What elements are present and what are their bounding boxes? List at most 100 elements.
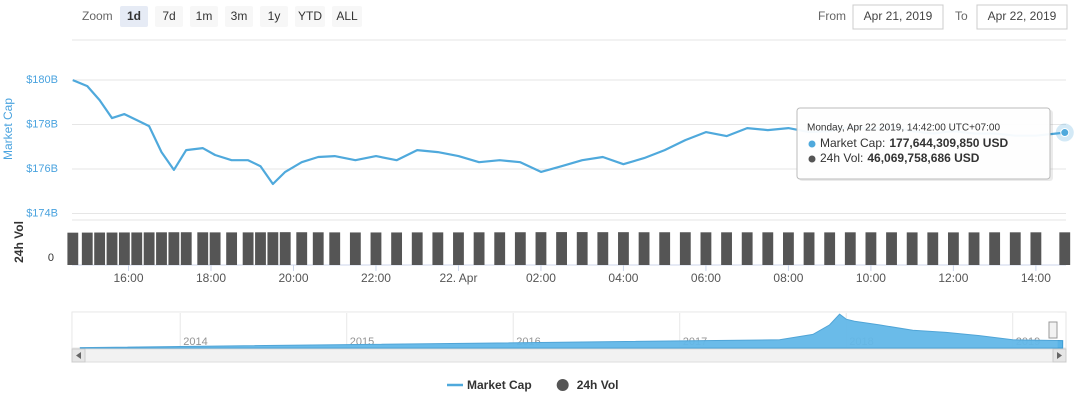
tooltip-dot [808,155,816,163]
tooltip-value: 177,644,309,850 USD [889,136,1008,150]
volume-bar [535,232,547,265]
range-button[interactable] [295,6,325,27]
range-button[interactable] [155,6,183,27]
x-tick-label: 02:00 [526,271,556,285]
from-date[interactable]: Apr 21, 2019 [864,9,933,23]
legend-marker [556,379,569,391]
to-date[interactable]: Apr 22, 2019 [988,9,1057,23]
range-button-label[interactable]: 1y [268,9,281,23]
volume-bar [803,232,815,265]
range-button[interactable] [225,6,253,27]
volume-bar [618,232,629,265]
navigator[interactable]: 201420152016201720182019 [72,312,1064,349]
volume-bar [329,232,341,265]
volume-bar [370,232,382,265]
from-label: From [818,9,846,23]
x-tick-label: 06:00 [691,271,721,285]
tooltip-title: Monday, Apr 22 2019, 14:42:00 UTC+07:00 [807,123,1000,134]
volume-bar [143,232,155,265]
y-tick-label: $174B [26,207,58,219]
volume-bar [741,232,753,265]
volume-bar [242,232,254,265]
volume-bar [556,232,567,265]
y2-tick-label: 0 [48,252,54,264]
legend-label[interactable]: Market Cap [467,378,532,392]
navigator-mask [72,312,1058,348]
x-tick-label: 04:00 [608,271,638,285]
x-tick-label: 12:00 [938,271,968,285]
volume-bar [1030,232,1042,265]
x-tick-label: 16:00 [113,271,143,285]
x-axis: 16:00 18:00 20:00 22:00 22. Apr 02:00 04:00 06:… [113,265,1051,285]
volume-bar [156,232,167,265]
to-input[interactable] [976,4,1068,30]
y-axis: $174B $176B $178B $180B 0 [26,74,58,264]
range-button-label[interactable]: 1m [196,9,213,23]
volume-bar [824,232,836,265]
x-tick-label: 10:00 [856,271,886,285]
volume-bar [81,232,93,265]
volume-bar [473,232,485,265]
volume-bar [197,232,209,265]
volume-bar [391,232,403,265]
tooltip-box [796,107,1051,180]
volume-bar [209,232,221,265]
volume-bar [267,232,279,265]
y-axis-title: Market Cap [1,98,15,160]
hover-point [1060,128,1070,138]
volume-bar [296,232,308,265]
volume-bar [226,232,238,265]
range-button-label[interactable]: 3m [231,9,248,23]
tooltip: Monday, Apr 22 2019, 14:42:00 UTC+07:00 M… [796,107,1053,181]
volume-bar [312,232,324,265]
y-tick-label: $180B [26,74,58,86]
range-button-label[interactable]: ALL [336,9,358,23]
volume-bar [349,232,361,265]
x-tick-label: 18:00 [196,271,226,285]
volume-bar [721,232,732,265]
volume-bar [597,232,609,265]
plot-area [67,79,1074,265]
range-button[interactable] [120,6,148,27]
navigator-handle[interactable] [1048,321,1058,339]
tooltip-label: 24h Vol: [820,151,863,165]
volume-bar [131,232,143,265]
volume-bar [118,232,130,265]
volume-bar [844,232,856,265]
legend: Market Cap 24h Vol [447,378,618,392]
from-input[interactable] [852,4,944,30]
x-tick-label: 20:00 [278,271,308,285]
volume-bar [94,232,106,265]
x-tick-label: 08:00 [773,271,803,285]
volume-bar [762,232,774,265]
volume-bar [576,232,588,265]
volume-bar [968,232,980,265]
volume-bar [783,232,794,265]
tooltip-label: Market Cap: [820,136,885,150]
volume-bar [106,232,118,265]
zoom-label: Zoom [82,9,113,23]
navigator-area [79,313,1064,349]
scrollbar[interactable] [71,348,1067,363]
volume-bar [514,232,526,265]
volume-bar [67,232,79,265]
range-button-label[interactable]: 1d [127,9,141,23]
volume-bar [638,232,650,265]
volume-bar [1009,232,1021,265]
x-tick-label: 22. Apr [439,271,477,285]
range-button[interactable] [190,6,218,27]
range-button[interactable] [332,6,362,27]
arrow-left [76,352,81,359]
to-label: To [955,9,968,23]
volume-bar [906,232,918,265]
range-button[interactable] [260,6,288,27]
range-button-label[interactable]: 7d [162,9,175,23]
volume-bar [411,232,423,265]
x-tick-label: 14:00 [1021,271,1051,285]
volume-bar [453,232,464,265]
arrow-right [1057,352,1062,359]
range-button-label[interactable]: YTD [298,9,322,23]
legend-label[interactable]: 24h Vol [577,378,619,392]
range-buttons: 1d 7d 1m 3m 1y YTD ALL [120,6,362,27]
volume-bar [180,232,192,265]
